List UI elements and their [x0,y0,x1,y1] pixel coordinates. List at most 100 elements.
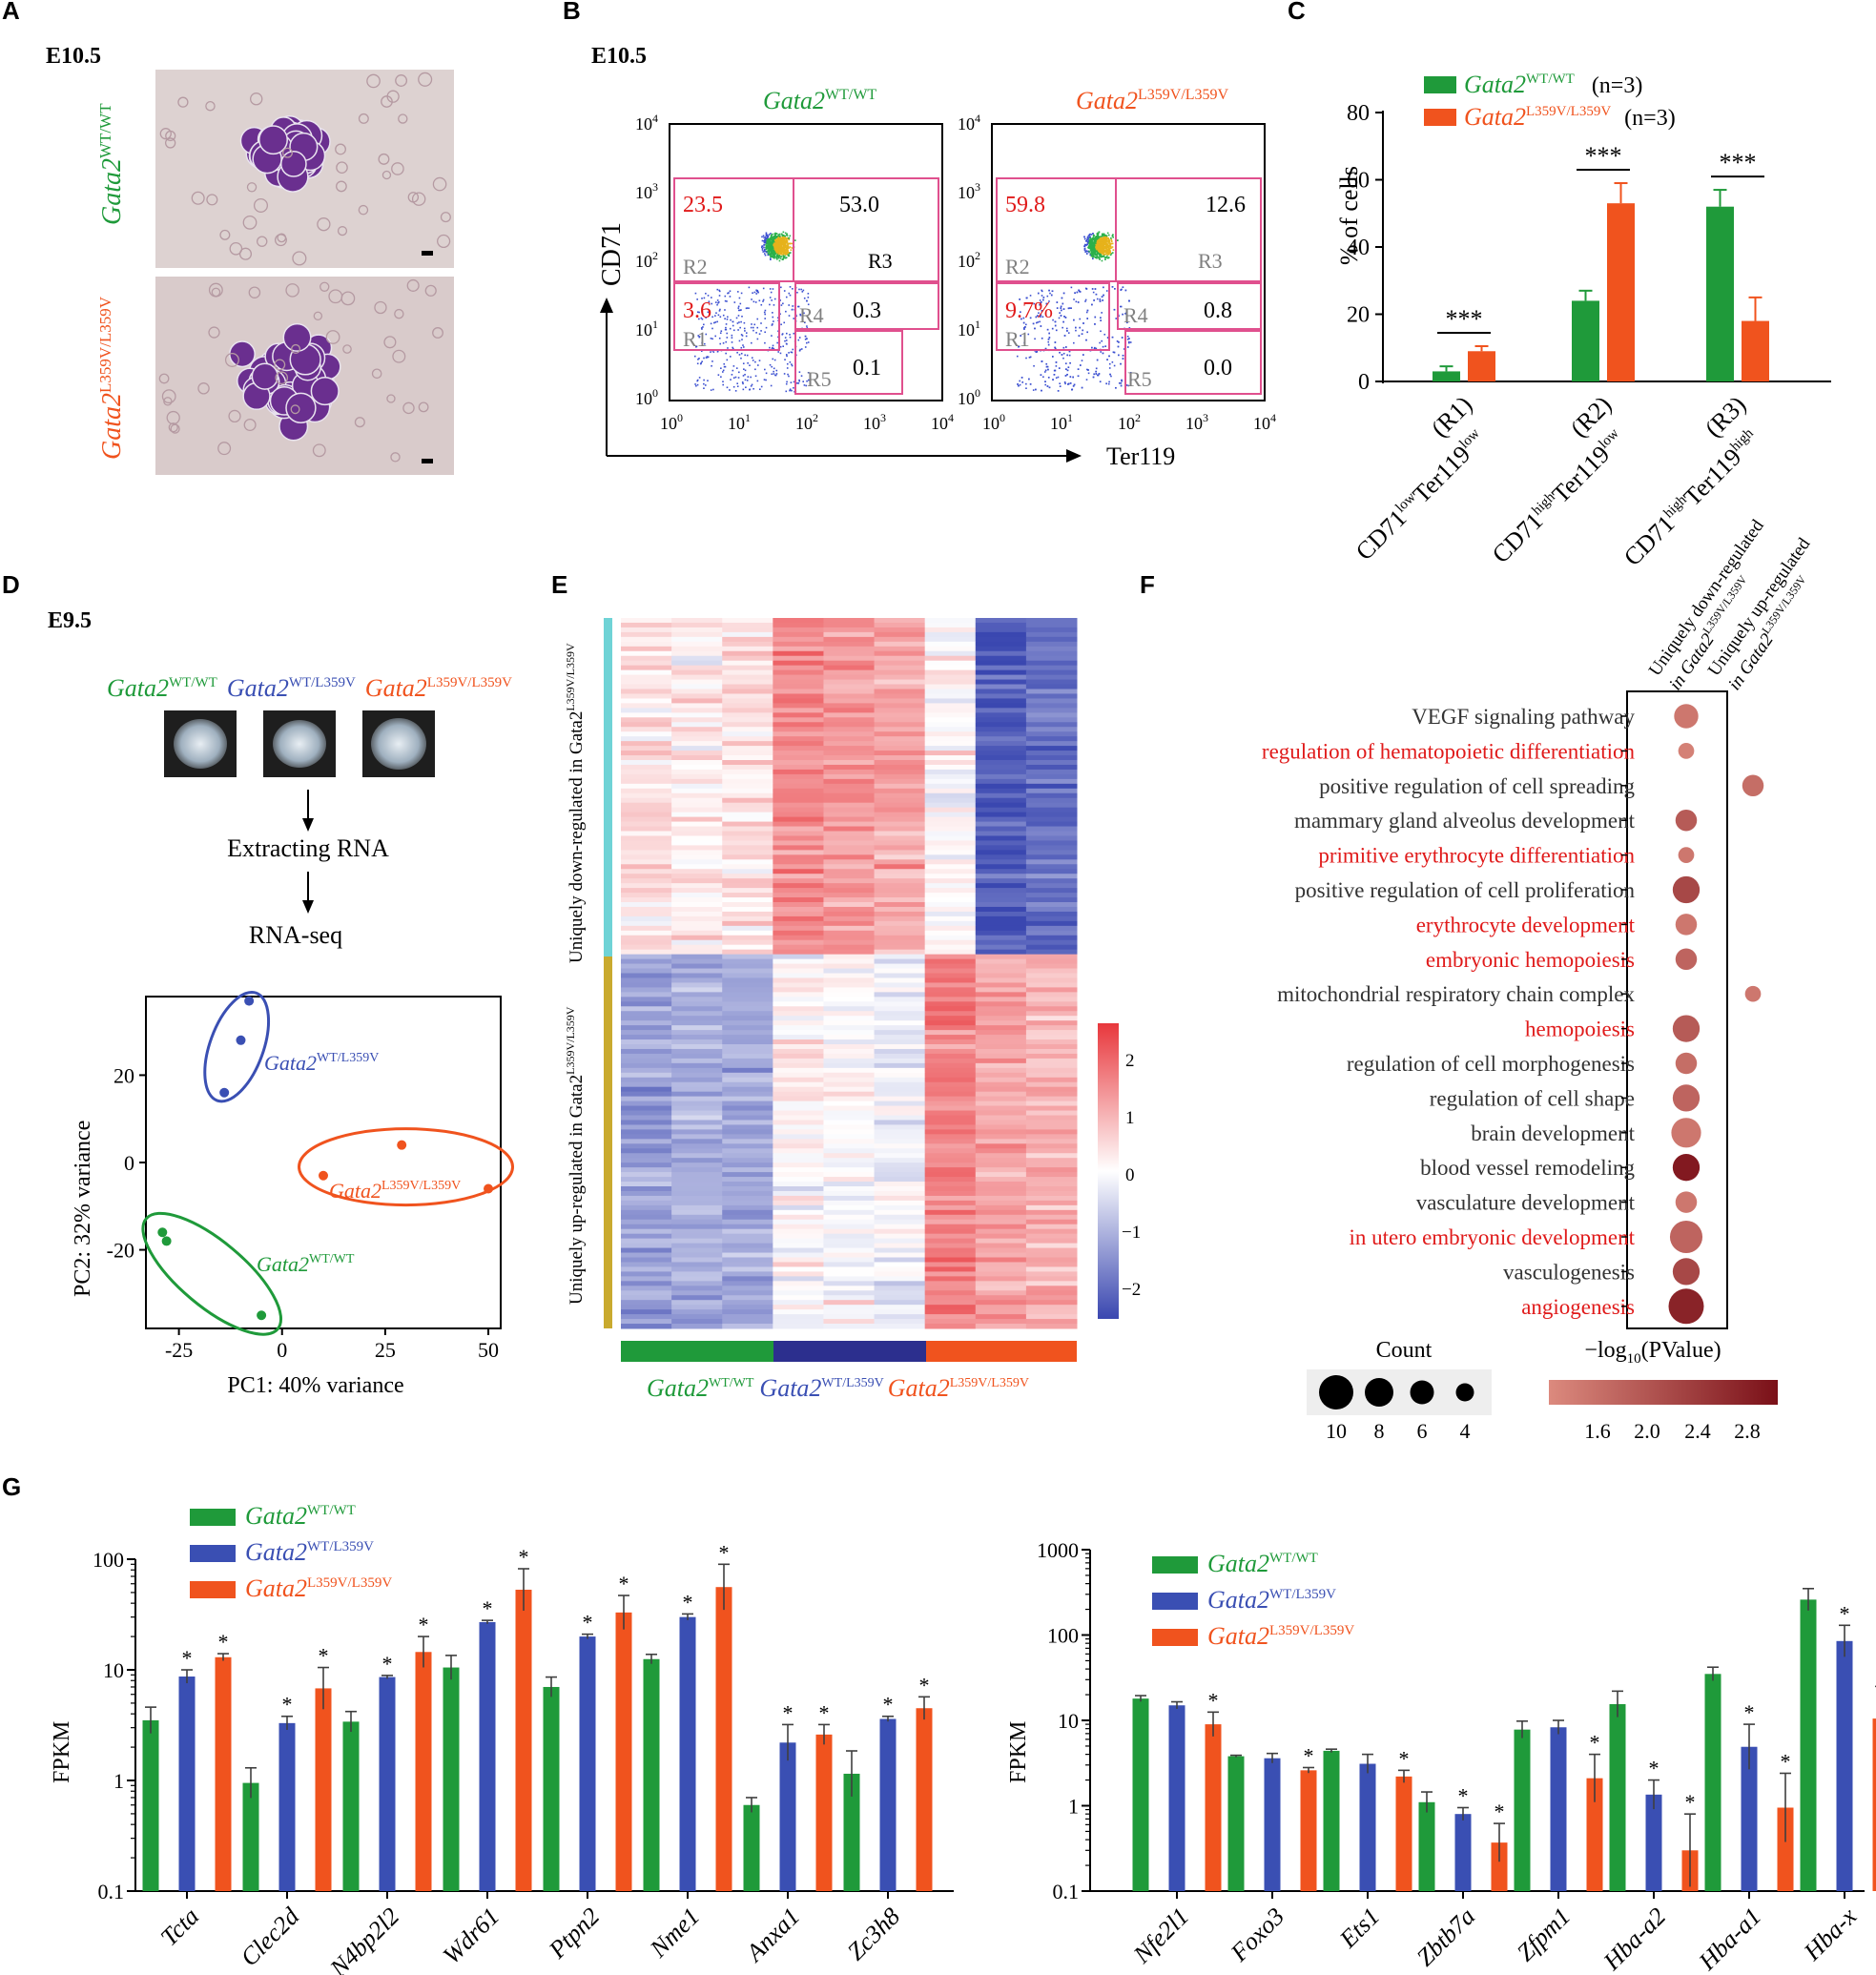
event-dot [790,249,793,251]
event-dot [1090,245,1093,248]
heatmap-cell [621,1035,672,1040]
heatmap-cell [621,1224,672,1230]
heatmap-cell [671,1006,723,1012]
heatmap-cell [975,935,1027,941]
event-dot [767,243,769,245]
heatmap-cell [1025,1129,1078,1135]
event-dot [772,245,773,248]
heatmap-cell [722,802,773,809]
event-dot [784,339,786,342]
heatmap-cell [924,665,977,671]
y-tick-label: 20 [113,1063,134,1087]
heatmap-cell [722,968,773,974]
heatmap-cell [874,727,926,732]
event-dot [1102,345,1104,348]
heatmap-cell [874,1006,926,1012]
heatmap-cell [924,1105,977,1112]
heatmap-cell [671,1243,723,1249]
event-dot [776,256,778,258]
heatmap-cell [874,1086,926,1093]
heatmap-cell [924,821,977,828]
heatmap-cell [621,1110,672,1116]
event-dot [1044,371,1046,373]
event-dot [1054,347,1057,350]
heatmap-cell [874,1172,926,1178]
heatmap-cell [671,1016,723,1021]
event-dot [1110,242,1112,245]
x-tick-label: 101 [728,411,751,433]
heatmap-cell [1025,826,1078,832]
heatmap-cell [975,958,1027,965]
heatmap-cell [671,1262,723,1267]
event-dot [1100,236,1102,238]
red-blood-cell [418,72,433,87]
step-rna-seq: RNA-seq [249,921,342,949]
event-dot [1100,244,1103,246]
red-blood-cell [402,401,415,415]
event-dot [726,386,729,389]
heatmap-cell [924,1286,977,1291]
event-dot [760,385,763,388]
event-dot [726,319,729,320]
event-dot [719,308,721,311]
heatmap-cell [621,618,672,624]
heatmap-cell [874,1025,926,1031]
heatmap-cell [621,859,672,865]
cluster-label-down: Uniquely down-regulated in Gata2L359V/L3… [564,643,587,963]
heatmap-cell [975,1115,1027,1121]
event-dot [698,318,700,320]
event-dot [1104,258,1106,260]
event-dot [716,288,719,291]
heatmap-cell [621,1266,672,1272]
event-dot [786,253,788,256]
heatmap-cell [671,1120,723,1125]
event-dot [764,368,766,371]
red-blood-cell [170,423,180,434]
event-dot [1085,288,1088,290]
heatmap-cell [924,807,977,813]
heatmap-cell [924,1182,977,1187]
event-dot [1090,241,1093,243]
event-dot [1123,348,1125,350]
heatmap-cell [874,679,926,686]
event-dot [792,305,794,307]
event-dot [1103,247,1105,249]
heatmap-cell [823,1016,876,1021]
event-dot [797,305,799,308]
heatmap-cell [773,1271,824,1277]
event-dot [799,314,802,317]
event-dot [1089,243,1091,245]
event-dot [1077,368,1080,370]
heatmap-cell [722,1262,773,1267]
event-dot [1102,299,1103,301]
heatmap-cell [823,1172,876,1178]
heatmap-cell [671,783,723,790]
event-dot [791,364,794,367]
heatmap-cell [722,1305,773,1310]
heatmap-cell [671,883,723,889]
event-dot [785,257,788,258]
event-dot [722,381,724,383]
heatmap-cell [722,660,773,667]
gate-name-r5: R5 [807,367,832,391]
heatmap-cell [874,1257,926,1263]
heatmap-cell [773,1162,824,1168]
event-dot [736,322,739,324]
heatmap-cell [671,736,723,742]
event-dot [740,320,742,323]
heatmap-cell [823,736,876,742]
heatmap-cell [924,622,977,628]
heatmap-cell [773,1243,824,1249]
event-dot [1092,254,1095,257]
event-dot [1118,341,1120,343]
heatmap-cell [671,1233,723,1240]
heatmap-cell [975,888,1027,894]
panel-d-stage: E9.5 [48,608,92,633]
heatmap-cell [874,816,926,823]
panel-a-hom-label: Gata2L359V/L359V [96,296,127,460]
event-dot [765,237,767,239]
event-dot [722,371,724,373]
heatmap-cell [773,655,824,662]
event-dot [781,243,784,245]
event-dot [1038,312,1040,315]
